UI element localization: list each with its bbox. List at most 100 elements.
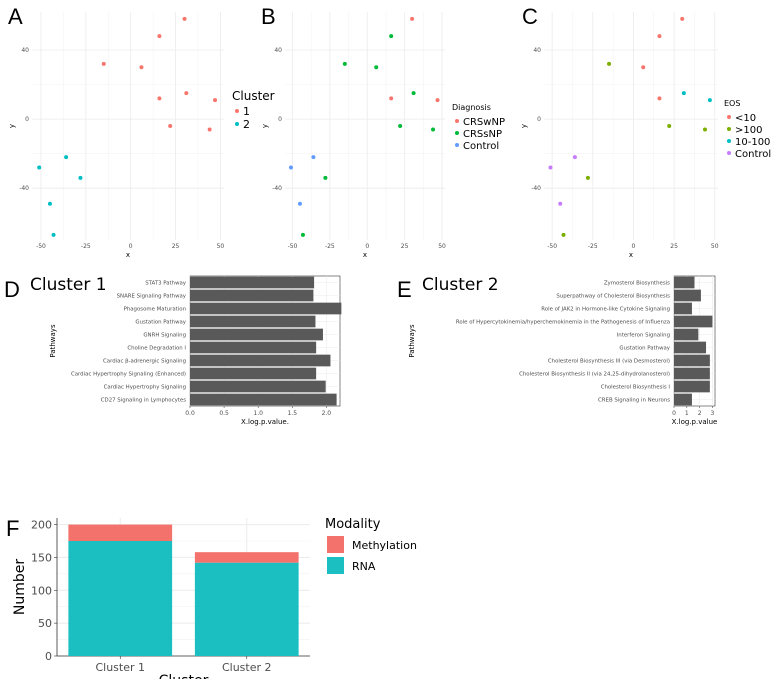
data-point bbox=[213, 98, 218, 103]
data-point bbox=[431, 127, 436, 132]
data-point bbox=[139, 65, 144, 70]
category-label: Phagosome Maturation bbox=[124, 307, 186, 313]
stacked-bar-methylation bbox=[68, 524, 173, 541]
x-axis-title: x bbox=[629, 251, 633, 259]
y-tick-label: 0 bbox=[278, 116, 282, 123]
panel-letters: A B C D E F bbox=[4, 4, 538, 541]
x-tick-label: 0.5 bbox=[219, 410, 229, 417]
category-label: SNARE Signaling Pathway bbox=[117, 294, 187, 300]
legend-key bbox=[327, 536, 344, 553]
legend-label: RNA bbox=[352, 560, 376, 573]
legend-title: EOS bbox=[724, 99, 740, 108]
plot-area bbox=[544, 12, 718, 240]
data-point bbox=[707, 98, 712, 103]
x-tick-label: 3 bbox=[711, 410, 715, 417]
y-tick-label: 0 bbox=[25, 116, 29, 123]
x-tick-label: 25 bbox=[401, 243, 409, 250]
bar-panel-e: Cluster 2 0 1 2 3 Zymosterol Biosynthesis Supe… bbox=[408, 275, 717, 426]
data-point bbox=[572, 155, 577, 160]
data-point bbox=[680, 16, 685, 21]
category-label: Cholesterol Biosynthesis III (via Desmos… bbox=[548, 359, 670, 365]
legend: Modality Methylation RNA bbox=[325, 517, 417, 574]
y-axis-title: y bbox=[261, 124, 269, 128]
legend-key bbox=[727, 115, 731, 119]
category-label: Zymosterol Biosynthesis bbox=[604, 281, 670, 287]
legend-key bbox=[727, 151, 731, 155]
bar bbox=[674, 354, 710, 367]
data-point bbox=[182, 16, 187, 21]
panel-letter-e: E bbox=[397, 277, 412, 302]
legend-label: 1 bbox=[243, 105, 250, 118]
data-point bbox=[342, 61, 347, 66]
data-point bbox=[51, 232, 56, 237]
bar bbox=[190, 276, 315, 289]
bar bbox=[674, 393, 692, 406]
data-point bbox=[435, 98, 440, 103]
x-tick-label: Cluster 1 bbox=[95, 661, 145, 674]
data-point bbox=[37, 165, 42, 170]
y-tick-label: 40 bbox=[274, 47, 282, 54]
x-axis-title: Cluster bbox=[159, 673, 209, 679]
plot-area bbox=[285, 12, 445, 240]
y-tick-label: 40 bbox=[21, 47, 29, 54]
category-label: Gustation Pathway bbox=[135, 320, 186, 326]
data-point bbox=[300, 232, 305, 237]
category-label: Cardiac Hypertrophy Signaling bbox=[104, 385, 186, 391]
bar bbox=[674, 367, 710, 380]
panel-title: Cluster 1 bbox=[30, 275, 107, 295]
data-point bbox=[607, 61, 612, 66]
panel-letter-a: A bbox=[8, 4, 23, 29]
scatter-panel-a: -50 -25 0 25 50 -40 0 40 x y Cluster 12 bbox=[8, 12, 275, 259]
data-point bbox=[323, 175, 328, 180]
data-point bbox=[410, 16, 415, 21]
x-tick-label: 1 bbox=[685, 410, 689, 417]
bar bbox=[674, 341, 707, 354]
bar-panel-d: Cluster 1 0.0 0.5 1.0 1.5 2.0 STAT3 Pathway SNA… bbox=[30, 275, 342, 426]
data-point bbox=[374, 65, 379, 70]
x-tick-label: 50 bbox=[438, 243, 446, 250]
bar bbox=[190, 341, 317, 354]
x-axis-title: x bbox=[363, 251, 367, 259]
category-label: Interferon Signaling bbox=[617, 333, 670, 339]
stacked-bar-rna bbox=[68, 541, 173, 656]
legend-key bbox=[455, 131, 459, 135]
x-tick-label: 50 bbox=[711, 243, 719, 250]
data-point bbox=[641, 65, 646, 70]
x-tick-label: 0 bbox=[632, 243, 636, 250]
legend-label: CRSwNP bbox=[463, 117, 505, 128]
y-tick-label: -40 bbox=[19, 185, 29, 192]
x-tick-label: 0 bbox=[129, 243, 133, 250]
plot-area bbox=[32, 12, 224, 240]
y-tick-label: 200 bbox=[31, 519, 52, 532]
x-tick-label: -25 bbox=[588, 243, 598, 250]
y-tick-label: -40 bbox=[272, 185, 282, 192]
y-axis-title: Number bbox=[12, 559, 28, 615]
y-axis-title: y bbox=[8, 124, 16, 128]
y-tick-label: -40 bbox=[531, 185, 541, 192]
legend-key bbox=[727, 139, 731, 143]
legend-label: Methylation bbox=[352, 539, 417, 552]
data-point bbox=[548, 165, 553, 170]
data-point bbox=[398, 124, 403, 128]
data-point bbox=[168, 124, 173, 128]
y-tick-label: 0 bbox=[45, 650, 52, 663]
data-point bbox=[288, 165, 293, 170]
data-point bbox=[101, 61, 106, 66]
x-tick-label: Cluster 2 bbox=[222, 661, 272, 674]
legend-title: Cluster bbox=[232, 89, 275, 103]
legend-key bbox=[327, 557, 344, 574]
x-tick-label: 0 bbox=[365, 243, 369, 250]
category-label: Gustation Pathway bbox=[619, 346, 670, 352]
bar bbox=[674, 302, 692, 315]
legend-key bbox=[455, 119, 459, 123]
legend-key bbox=[235, 122, 239, 126]
data-point bbox=[681, 91, 686, 96]
bar bbox=[674, 289, 701, 302]
x-tick-label: 1.5 bbox=[287, 410, 297, 417]
x-tick-label: -50 bbox=[36, 243, 46, 250]
category-label: Cholesterol Biosynthesis I bbox=[601, 385, 671, 391]
x-tick-label: 0.0 bbox=[185, 410, 195, 417]
panel-letter-b: B bbox=[261, 4, 276, 29]
data-point bbox=[585, 175, 590, 180]
y-axis-title: Pathways bbox=[49, 324, 57, 358]
